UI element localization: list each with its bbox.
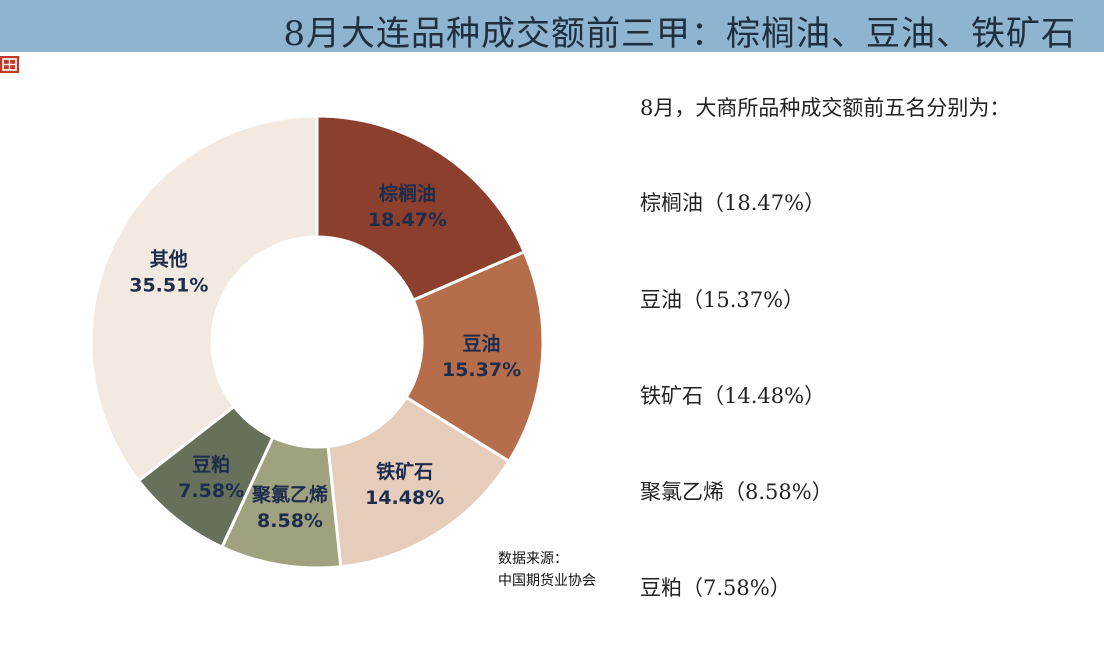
slice-3 bbox=[326, 395, 512, 569]
slice-1 bbox=[315, 114, 527, 303]
slice-value-4: 8.58% bbox=[257, 510, 323, 532]
slice-value-5: 7.58% bbox=[178, 480, 244, 502]
header-bar: 8月大连品种成交额前三甲：棕榈油、豆油、铁矿石 bbox=[0, 0, 1104, 54]
page-title: 8月大连品种成交额前三甲：棕榈油、豆油、铁矿石 bbox=[283, 14, 1076, 54]
slice-name-4: 聚氯乙烯 bbox=[251, 483, 328, 506]
summary-item-4: 聚氯乙烯（8.58%） bbox=[640, 480, 833, 504]
summary-item-5: 豆粕（7.58%） bbox=[640, 576, 791, 600]
slice-value-1: 18.47% bbox=[368, 209, 447, 231]
summary-item-2: 豆油（15.37%） bbox=[640, 288, 805, 312]
slice-name-5: 豆粕 bbox=[192, 453, 230, 476]
slice-name-3: 铁矿石 bbox=[376, 460, 433, 483]
donut-chart: 棕榈油 18.47% 豆油 15.37% 铁矿石 14.48% 聚氯乙烯 8.58% 豆粕 7.5… bbox=[89, 114, 545, 570]
source-name: 中国期货业协会 bbox=[498, 573, 596, 589]
summary-item-3: 铁矿石（14.48%） bbox=[640, 384, 826, 408]
summary-intro: 8月，大商所品种成交额前五名分别为： bbox=[640, 96, 1011, 120]
slice-value-2: 15.37% bbox=[442, 359, 521, 381]
slice-name-2: 豆油 bbox=[463, 333, 501, 355]
source-label: 数据来源： bbox=[498, 551, 568, 567]
slice-value-6: 35.51% bbox=[129, 274, 208, 296]
slice-value-3: 14.48% bbox=[365, 487, 444, 509]
slice-2 bbox=[404, 249, 545, 464]
slice-name-6: 其他 bbox=[150, 247, 188, 270]
logo-icon bbox=[0, 56, 19, 73]
data-source: 数据来源： 中国期货业协会 bbox=[498, 548, 596, 592]
slice-6 bbox=[89, 114, 319, 483]
summary-item-1: 棕榈油（18.47%） bbox=[640, 191, 826, 215]
slice-name-1: 棕榈油 bbox=[379, 182, 436, 205]
